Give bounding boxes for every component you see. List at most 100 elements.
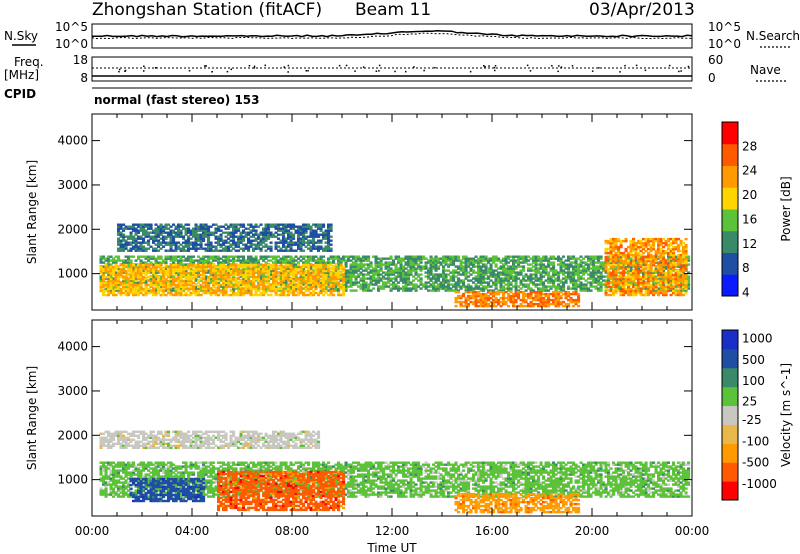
echo-cell xyxy=(317,261,321,264)
echo-cell xyxy=(307,283,311,286)
echo-cell xyxy=(217,277,221,280)
echo-cell xyxy=(279,289,283,292)
echo-cell xyxy=(127,265,131,268)
echo-cell xyxy=(114,271,118,274)
echo-cell xyxy=(159,255,163,258)
echo-cell xyxy=(264,261,268,264)
echo-cell xyxy=(112,257,116,260)
echo-cell xyxy=(259,257,263,260)
echo-cell xyxy=(222,259,226,262)
nave-label: Nave xyxy=(750,63,781,77)
echo-cell xyxy=(102,265,106,268)
echo-cell xyxy=(207,289,211,292)
freq-point xyxy=(345,64,348,67)
freq-point xyxy=(394,70,396,73)
echo-cell xyxy=(289,261,293,264)
echo-cell xyxy=(104,277,108,280)
echo-cell xyxy=(112,261,116,264)
echo-cell xyxy=(142,255,146,258)
echo-cell xyxy=(199,261,203,264)
echo-cell xyxy=(237,257,241,260)
echo-cell xyxy=(284,281,288,284)
echo-cell xyxy=(334,263,338,267)
echo-cell xyxy=(129,259,133,262)
echo-cell xyxy=(317,259,321,262)
echo-cell xyxy=(164,289,168,292)
echo-cell xyxy=(249,281,253,284)
echo-cell xyxy=(159,285,163,288)
echo-cell xyxy=(282,287,286,290)
echo-cell xyxy=(319,255,323,258)
echo-cell xyxy=(207,261,211,264)
echo-cell xyxy=(212,257,216,260)
freq-point xyxy=(338,64,341,67)
echo-cell xyxy=(237,287,241,290)
echo-cell xyxy=(257,259,261,262)
echo-cell xyxy=(282,261,286,264)
echo-cell xyxy=(267,279,271,282)
echo-cell xyxy=(194,279,198,282)
echo-cell xyxy=(164,257,168,260)
echo-cell xyxy=(187,259,191,262)
echo-cell xyxy=(152,257,156,260)
echo-cell xyxy=(159,263,163,267)
echo-cell xyxy=(127,263,131,266)
echo-cell xyxy=(247,261,251,264)
echo-cell xyxy=(589,289,593,292)
echo-cell xyxy=(297,261,301,264)
echo-cell xyxy=(162,259,166,262)
freq-point xyxy=(264,64,266,67)
freq-point xyxy=(483,65,485,67)
nsearch-curve xyxy=(91,32,693,40)
echo-cell xyxy=(177,261,181,264)
echo-cell xyxy=(302,283,306,286)
echo-cell xyxy=(239,255,243,258)
echo-cell xyxy=(239,269,243,273)
freq-point xyxy=(668,64,671,67)
echo-cell xyxy=(319,269,323,272)
echo-cell xyxy=(312,255,316,258)
echo-cell xyxy=(149,279,153,282)
echo-cell xyxy=(269,245,273,248)
freq-point xyxy=(494,69,496,72)
echo-cell xyxy=(167,255,171,258)
echo-cell xyxy=(457,255,461,258)
echo-cell xyxy=(227,259,231,262)
echo-cell xyxy=(319,257,323,260)
echo-cell xyxy=(137,265,141,268)
echo-cell xyxy=(99,277,103,280)
freq-point xyxy=(143,70,145,72)
echo-cell xyxy=(122,259,126,262)
echo-cell xyxy=(102,257,106,260)
echo-cell xyxy=(164,255,168,258)
echo-cell xyxy=(142,281,146,284)
echo-cell xyxy=(292,259,296,262)
echo-cell xyxy=(562,255,566,258)
echo-cell xyxy=(189,273,193,276)
freq-point xyxy=(287,64,290,67)
echo-cell xyxy=(179,287,183,290)
echo-cell xyxy=(319,281,323,284)
freq-point xyxy=(488,65,490,67)
echo-cell xyxy=(169,279,173,282)
echo-cell xyxy=(269,259,273,262)
echo-cell xyxy=(389,255,393,258)
echo-cell xyxy=(159,275,163,278)
echo-cell xyxy=(289,259,293,262)
echo-cell xyxy=(232,255,236,258)
echo-cell xyxy=(279,283,283,286)
echo-cell xyxy=(162,261,166,264)
echo-cell xyxy=(107,261,111,264)
echo-cell xyxy=(294,263,298,266)
echo-cell xyxy=(302,257,306,260)
echo-cell xyxy=(267,255,271,258)
echo-cell xyxy=(214,259,218,262)
echo-cell xyxy=(152,263,156,266)
echo-cell xyxy=(242,255,246,258)
echo-cell xyxy=(229,281,233,284)
echo-cell xyxy=(259,263,263,266)
echo-cell xyxy=(259,275,263,278)
echo-cell xyxy=(242,267,246,270)
echo-cell xyxy=(222,273,226,276)
echo-cell xyxy=(272,261,276,264)
